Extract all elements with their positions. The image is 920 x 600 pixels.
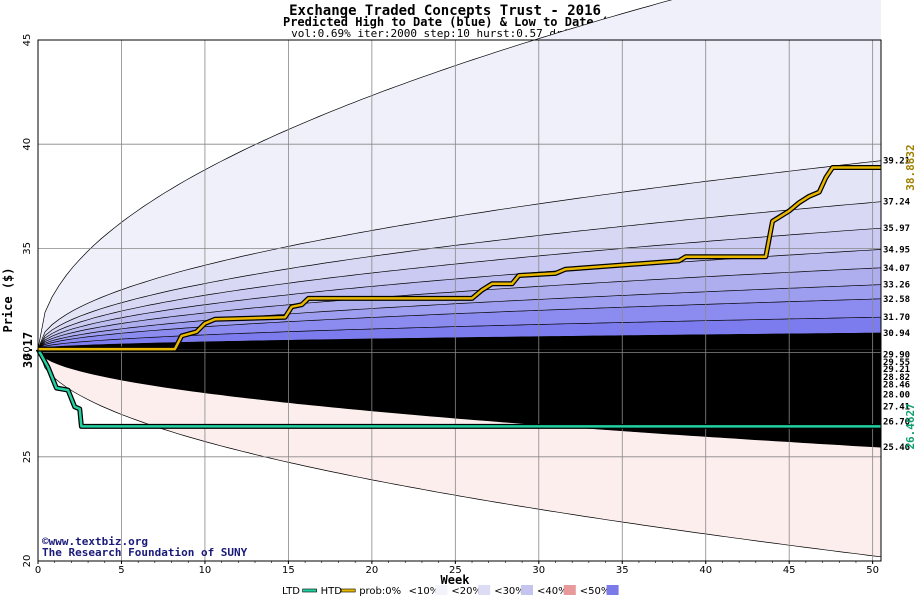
y-tick-label: 35 bbox=[22, 242, 33, 255]
series-lines bbox=[35, 165, 881, 429]
x-tick-label: 15 bbox=[282, 565, 295, 576]
band-end-label: 34.07 bbox=[883, 264, 910, 274]
band-end-label: 28.46 bbox=[883, 381, 910, 391]
legend-color-swatch bbox=[478, 585, 491, 595]
high-band-edge bbox=[37, 284, 882, 350]
high-band bbox=[38, 317, 881, 350]
legend-color-swatch bbox=[606, 585, 619, 595]
band-end-label: 37.24 bbox=[883, 198, 911, 208]
axis-ticks: 0 5 10 15 20 25 30 35 40 45 50 20 25 30 35 40 45 bbox=[22, 34, 879, 576]
high-band bbox=[38, 333, 881, 350]
low-band-edge bbox=[37, 348, 882, 558]
legend-label: <30% bbox=[494, 586, 525, 597]
high-band bbox=[38, 249, 881, 350]
legend-label: <40% bbox=[537, 586, 568, 597]
band-end-label: 28.82 bbox=[883, 373, 910, 383]
high-band-edge bbox=[37, 316, 882, 350]
band-end-label: 29.90 bbox=[883, 351, 910, 361]
high-band-edge bbox=[37, 201, 882, 350]
y-tick-label: 30 bbox=[22, 346, 33, 359]
x-tick-label: 30 bbox=[532, 565, 545, 576]
low-band-edge bbox=[37, 348, 882, 370]
y-tick-label: 20 bbox=[22, 555, 33, 568]
band-end-label: 25.46 bbox=[883, 443, 910, 453]
legend-label: <20% bbox=[451, 586, 482, 597]
band-end-label: 27.41 bbox=[883, 403, 910, 413]
high-band bbox=[38, 298, 881, 350]
x-tick-label: 5 bbox=[118, 565, 124, 576]
legend-line-swatch bbox=[302, 588, 317, 593]
low-band-edge bbox=[37, 348, 882, 448]
legend-label: <10% bbox=[409, 586, 440, 597]
low-band-edge bbox=[37, 348, 882, 422]
band-end-labels: 39.21 37.24 35.97 34.95 34.07 33.26 32.58 31.70… bbox=[883, 144, 917, 453]
high-band-edge bbox=[37, 0, 673, 350]
y-tick-label: 45 bbox=[22, 34, 33, 47]
band-end-label: 35.97 bbox=[883, 224, 910, 234]
high-band-edge bbox=[37, 267, 882, 350]
high-band bbox=[38, 0, 881, 350]
y-tick-label: 40 bbox=[22, 138, 33, 151]
low-band-edge bbox=[37, 348, 882, 386]
band-end-label: 29.21 bbox=[883, 365, 910, 375]
band-end-label: 28.00 bbox=[883, 390, 910, 400]
credit-url: ©www.textbiz.org bbox=[42, 535, 148, 548]
high-band bbox=[38, 284, 881, 350]
probability-bands bbox=[37, 0, 882, 558]
low-band-edge bbox=[37, 348, 882, 407]
low-band-edge bbox=[37, 348, 882, 378]
high-band bbox=[38, 160, 881, 350]
x-tick-label: 45 bbox=[783, 565, 796, 576]
chart-title: Exchange Traded Concepts Trust - 2016 bbox=[289, 3, 601, 19]
band-end-label: 39.21 bbox=[883, 157, 910, 167]
x-axis-label: Week bbox=[441, 573, 471, 587]
legend-color-swatch bbox=[521, 585, 533, 595]
chart-subtitle: Predicted High to Date (blue) & Low to D… bbox=[283, 15, 637, 29]
x-tick-label: 35 bbox=[616, 565, 629, 576]
band-end-label: 26.70 bbox=[883, 417, 910, 427]
band-end-label: 33.26 bbox=[883, 281, 910, 291]
ltd-end-label: 26.4627 bbox=[904, 403, 917, 449]
band-end-label: 34.95 bbox=[883, 245, 910, 255]
x-tick-label: 10 bbox=[199, 565, 212, 576]
band-end-label: 30.94 bbox=[883, 329, 911, 339]
plot-frame bbox=[37, 39, 882, 562]
start-price-label: 30.17 bbox=[21, 332, 35, 368]
high-band bbox=[38, 228, 881, 350]
band-end-label: 31.70 bbox=[883, 313, 910, 323]
legend-label: <50% bbox=[580, 586, 611, 597]
legend-label: HTD bbox=[321, 586, 343, 597]
low-band-edge bbox=[37, 348, 882, 395]
high-band-edge bbox=[37, 298, 882, 350]
legend: LTD HTD prob:0% <10% <20% <30% <40% <50% bbox=[282, 585, 619, 597]
high-band-edge bbox=[37, 160, 882, 350]
x-tick-label: 20 bbox=[365, 565, 378, 576]
legend-color-swatch bbox=[435, 585, 448, 595]
x-tick-label: 50 bbox=[866, 565, 879, 576]
x-tick-label: 40 bbox=[699, 565, 712, 576]
legend-label: prob:0% bbox=[359, 586, 401, 597]
y-axis-label: Price ($) bbox=[1, 267, 15, 332]
legend-color-swatch bbox=[563, 585, 576, 595]
band-end-label: 32.58 bbox=[883, 295, 910, 305]
legend-label: LTD bbox=[282, 586, 300, 597]
y-tick-label: 25 bbox=[22, 450, 33, 463]
x-tick-label: 0 bbox=[35, 565, 41, 576]
high-band bbox=[38, 267, 881, 350]
band-end-label: 29.55 bbox=[883, 358, 910, 368]
legend-line-swatch bbox=[340, 588, 356, 593]
low-band-edge bbox=[37, 348, 882, 363]
credit-org: The Research Foundation of SUNY bbox=[42, 546, 248, 559]
htd-series-line bbox=[38, 166, 881, 351]
high-band bbox=[38, 201, 881, 350]
x-tick-label: 25 bbox=[449, 565, 462, 576]
ltd-series-line bbox=[36, 348, 881, 428]
htd-end-label: 38.8832 bbox=[904, 144, 917, 190]
high-band-edge bbox=[37, 227, 882, 350]
